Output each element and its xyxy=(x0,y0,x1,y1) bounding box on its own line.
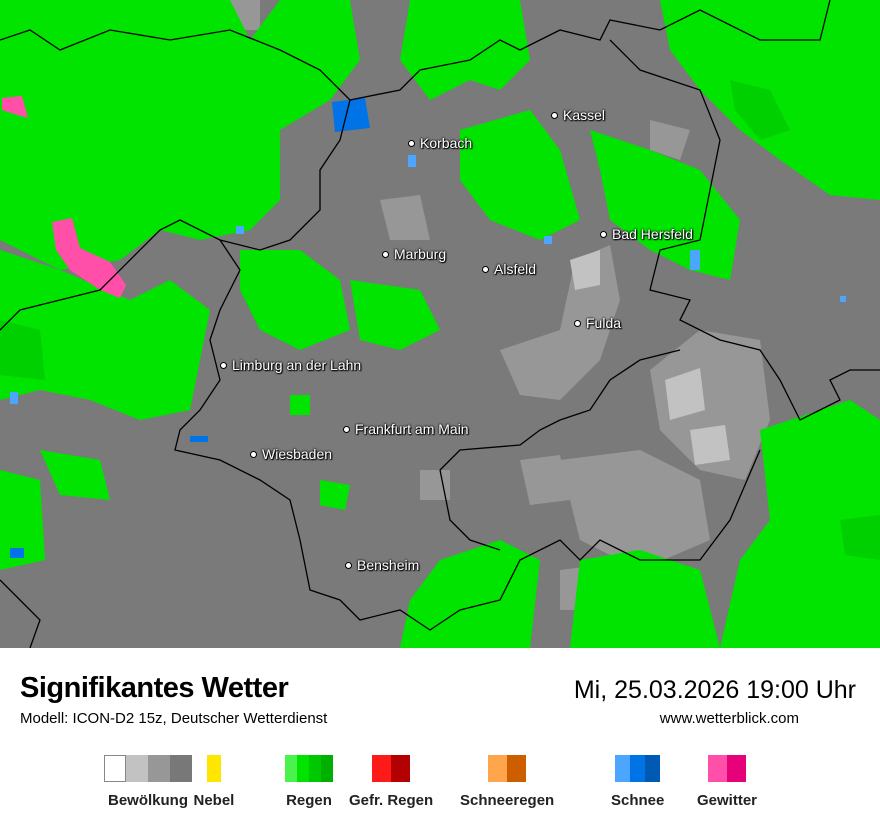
legend-item-sleet: Schneeregen xyxy=(460,755,554,809)
legend-swatch xyxy=(708,755,746,782)
city-marker: Alsfeld xyxy=(482,261,536,277)
color-swatch xyxy=(507,755,527,782)
color-swatch xyxy=(708,755,727,782)
legend-swatch xyxy=(285,755,333,782)
model-info: Modell: ICON-D2 15z, Deutscher Wetterdie… xyxy=(20,710,328,727)
legend-item-cloud: Bewölkung xyxy=(104,755,192,809)
color-swatch xyxy=(645,755,661,782)
legend-label: Gefr. Regen xyxy=(349,792,434,809)
city-dot-icon xyxy=(345,561,352,569)
website-link[interactable]: www.wetterblick.com xyxy=(659,710,799,727)
city-marker: Bad Hersfeld xyxy=(600,226,693,242)
city-label: Bad Hersfeld xyxy=(612,226,693,242)
legend-label: Schnee xyxy=(611,792,665,809)
color-swatch xyxy=(372,755,392,782)
legend-swatch xyxy=(488,755,527,782)
legend-swatch xyxy=(615,755,661,782)
legend-swatch xyxy=(372,755,411,782)
city-marker: Korbach xyxy=(408,135,472,151)
color-swatch xyxy=(391,755,411,782)
color-swatch xyxy=(170,755,192,782)
city-label: Fulda xyxy=(586,315,622,331)
weather-layer xyxy=(0,0,880,648)
city-label: Frankfurt am Main xyxy=(355,421,469,437)
forecast-datetime: Mi, 25.03.2026 19:00 Uhr xyxy=(573,676,856,704)
legend-item-fog: Nebel xyxy=(193,755,235,809)
cloud-lighter-areas xyxy=(570,250,730,465)
city-marker: Marburg xyxy=(382,246,446,262)
rain-areas xyxy=(0,0,880,648)
legend-label: Bewölkung xyxy=(107,792,188,809)
color-swatch xyxy=(615,755,631,782)
city-dot-icon xyxy=(574,319,581,327)
city-marker: Bensheim xyxy=(345,557,419,573)
legend-label: Nebel xyxy=(193,792,235,809)
color-swatch xyxy=(104,755,126,782)
weather-map: Kassel Korbach Bad Hersfeld Marburg Alsfeld F… xyxy=(0,0,880,648)
color-swatch xyxy=(727,755,746,782)
city-label: Alsfeld xyxy=(494,261,537,277)
rain-moderate-areas xyxy=(0,80,880,560)
city-dot-icon xyxy=(600,230,607,238)
color-swatch xyxy=(297,755,309,782)
city-dot-icon xyxy=(250,450,257,458)
city-label: Korbach xyxy=(420,135,473,151)
legend-swatch xyxy=(206,755,221,782)
city-marker: Wiesbaden xyxy=(250,446,332,462)
city-marker: Fulda xyxy=(574,315,621,331)
color-swatch xyxy=(309,755,321,782)
city-label: Kassel xyxy=(563,107,606,123)
city-label: Limburg an der Lahn xyxy=(232,357,362,373)
legend-item-thunderstorm: Gewitter xyxy=(697,755,757,809)
color-swatch xyxy=(126,755,148,782)
city-dot-icon xyxy=(408,139,415,147)
color-swatch xyxy=(321,755,333,782)
legend-label: Regen xyxy=(286,792,332,809)
city-dot-icon xyxy=(382,250,389,258)
snow-light-areas xyxy=(10,155,846,404)
snow-areas xyxy=(10,98,370,558)
city-label: Bensheim xyxy=(357,557,420,573)
color-swatch xyxy=(285,755,297,782)
city-dot-icon xyxy=(482,265,489,273)
map-title: Signifikantes Wetter xyxy=(20,672,289,704)
color-swatch xyxy=(206,755,221,782)
city-dot-icon xyxy=(220,361,227,369)
legend-swatch xyxy=(104,755,192,782)
legend-label: Gewitter xyxy=(697,792,758,809)
color-swatch xyxy=(488,755,508,782)
city-label: Marburg xyxy=(394,246,447,262)
color-swatch xyxy=(148,755,170,782)
city-marker: Frankfurt am Main xyxy=(343,421,469,437)
city-dot-icon xyxy=(343,425,350,433)
state-borders xyxy=(0,0,880,648)
legend-item-rain: Regen xyxy=(285,755,333,809)
city-label: Wiesbaden xyxy=(262,446,333,462)
color-swatch xyxy=(630,755,646,782)
legend-label: Schneeregen xyxy=(460,792,555,809)
legend-item-snow: Schnee xyxy=(611,755,664,809)
city-dot-icon xyxy=(551,111,558,119)
city-marker: Limburg an der Lahn xyxy=(220,357,361,373)
city-marker: Kassel xyxy=(551,107,605,123)
thunderstorm-areas xyxy=(2,96,126,298)
legend-item-freezing_rain: Gefr. Regen xyxy=(349,755,433,809)
